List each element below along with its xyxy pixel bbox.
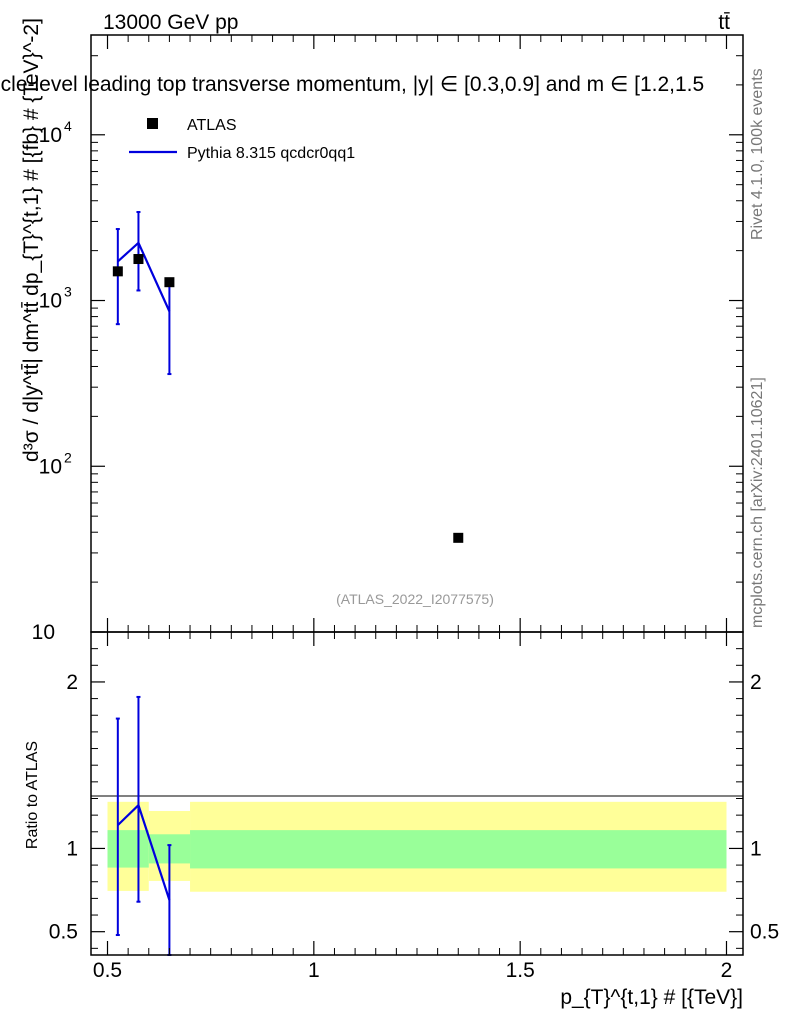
main-ytick-label: 10 (32, 621, 55, 644)
ratio-ytick-label: 1 (66, 837, 78, 860)
legend-atlas-label: ATLAS (187, 117, 237, 134)
ratio-line (117, 803, 171, 901)
ylabel-main: d³σ / d|y^tt̄| dm^tt̄ dp_{T}^{t,1} # [{f… (20, 18, 43, 462)
mcplots-label: mcplots.cern.ch [arXiv:2401.10621] (749, 377, 766, 628)
ratio-frame (90, 631, 744, 956)
main-ytick-label: 10 (39, 455, 62, 478)
xlabel: p_{T}^{t,1} # [{TeV}] (560, 986, 743, 1009)
chart-title: icle-level leading top transverse moment… (0, 73, 704, 96)
main-ytick-label: 10 (39, 290, 62, 313)
main-ytick-label: 10 (39, 124, 62, 147)
header-right: tt̄ (718, 11, 730, 34)
ratio-ytick-label-right: 0.5 (750, 921, 779, 944)
ratio-panel: 2 2 1 1 0.5 0.5 0.5 1 1.5 2 Ratio to ATLAS p_{T}^… (24, 631, 779, 1009)
ratio-ytick-label: 0.5 (49, 921, 78, 944)
ratio-xtick-label: 1.5 (506, 959, 535, 982)
ratio-stat-band (190, 830, 727, 869)
ratio-bands (107, 801, 727, 892)
rivet-label: Rivet 4.1.0, 100k events (749, 68, 766, 240)
ratio-xtick-label: 2 (721, 959, 733, 982)
ratio-ytick-label: 2 (66, 671, 78, 694)
main-marks (112, 211, 464, 543)
atlas-point (112, 266, 123, 277)
ratio-stat-band (107, 830, 149, 868)
main-ytick-exponent: 4 (64, 118, 72, 134)
legend: ATLAS Pythia 8.315 qcdcr0qq1 (129, 117, 355, 162)
atlas-point (453, 532, 464, 543)
main-ytick-exponent: 2 (64, 449, 72, 465)
mc-line (117, 240, 171, 312)
atlas-point (133, 254, 144, 265)
ratio-ytick-label-right: 2 (750, 671, 762, 694)
atlas-point (164, 277, 175, 288)
main-ytick-exponent: 3 (64, 284, 72, 300)
ratio-xtick-label: 0.5 (93, 959, 122, 982)
ratio-ytick-label-right: 1 (750, 837, 762, 860)
header-left: 13000 GeV pp (103, 11, 238, 34)
watermark: (ATLAS_2022_I2077575) (336, 591, 494, 607)
ylabel-ratio: Ratio to ATLAS (24, 741, 41, 849)
ratio-xtick-label: 1 (308, 959, 320, 982)
ratio-ticks: 2 2 1 1 0.5 0.5 0.5 1 1.5 2 (49, 632, 779, 982)
ratio-marks (115, 695, 172, 956)
legend-mc-label: Pythia 8.315 qcdcr0qq1 (187, 145, 355, 162)
legend-atlas-marker (147, 118, 158, 129)
